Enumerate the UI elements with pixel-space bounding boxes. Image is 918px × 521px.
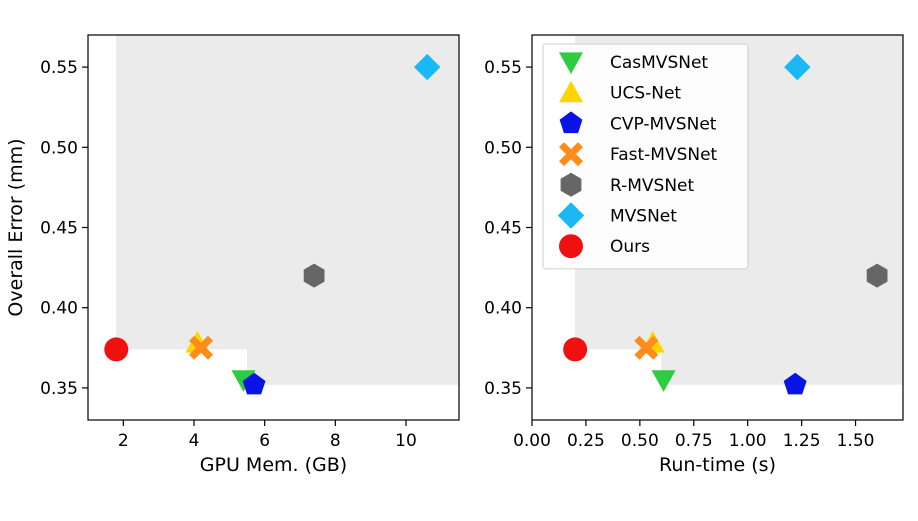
legend-label: CVP-MVSNet bbox=[610, 114, 717, 134]
x-tick-label: 2 bbox=[118, 431, 129, 451]
legend-item: R-MVSNet bbox=[560, 172, 695, 197]
legend-item: Ours bbox=[559, 234, 650, 259]
legend-label: UCS-Net bbox=[610, 84, 681, 104]
y-tick-label: 0.55 bbox=[484, 58, 522, 78]
legend-label: Fast-MVSNet bbox=[610, 145, 718, 165]
point-ours bbox=[104, 337, 129, 362]
point-mvsnet bbox=[414, 53, 441, 81]
dominated-region bbox=[116, 35, 460, 385]
point-cvp-mvsnet bbox=[783, 372, 807, 395]
point-r-mvsnet bbox=[303, 263, 325, 288]
legend-item: Fast-MVSNet bbox=[559, 142, 718, 167]
y-tick-label: 0.50 bbox=[40, 138, 78, 158]
point-cvp-mvsnet bbox=[242, 372, 266, 395]
x-tick-label: 4 bbox=[189, 431, 200, 451]
y-tick-label: 0.50 bbox=[484, 138, 522, 158]
hexagon-icon bbox=[560, 172, 582, 197]
x-tick-label: 1.00 bbox=[729, 431, 767, 451]
legend-item: CVP-MVSNet bbox=[559, 111, 717, 134]
point-ours bbox=[563, 337, 588, 362]
legend-item: CasMVSNet bbox=[559, 52, 708, 74]
y-tick-label: 0.55 bbox=[40, 58, 78, 78]
legend-label: MVSNet bbox=[610, 207, 677, 227]
y-tick-label: 0.45 bbox=[484, 219, 522, 239]
x-tick-label: 8 bbox=[330, 431, 341, 451]
x-tick-label: 10 bbox=[395, 431, 417, 451]
legend-box bbox=[542, 43, 749, 270]
chart-panel-1: 2 4 6 8 10 0.35 0.40 0.45 0.50 0.55 GPU Mem. (GB) O… bbox=[5, 34, 460, 476]
y-axis-title: Overall Error (mm) bbox=[5, 138, 27, 316]
diamond-icon bbox=[557, 202, 585, 229]
triangle-up-icon bbox=[559, 80, 583, 103]
point-casmvsnet bbox=[651, 370, 676, 392]
x-tick-label: 1.25 bbox=[783, 431, 821, 451]
legend: CasMVSNet UCS-Net CVP-MVSNet Fast-MVSNet R-M… bbox=[542, 43, 749, 270]
x-axis-title: GPU Mem. (GB) bbox=[200, 454, 347, 476]
y-tick-label: 0.35 bbox=[40, 379, 78, 399]
x-tick-label: 0.00 bbox=[513, 431, 551, 451]
y-tick-label: 0.40 bbox=[484, 299, 522, 319]
y-tick-label: 0.40 bbox=[40, 299, 78, 319]
x-tick-label: 0.50 bbox=[621, 431, 659, 451]
x-tick-label: 0.75 bbox=[675, 431, 713, 451]
legend-label: CasMVSNet bbox=[610, 53, 708, 73]
x-axis-title: Run-time (s) bbox=[659, 454, 776, 476]
point-fast-mvsnet bbox=[189, 335, 214, 360]
triangle-down-icon bbox=[559, 52, 583, 74]
pentagon-icon bbox=[559, 111, 583, 134]
y-tick-label: 0.35 bbox=[484, 379, 522, 399]
x-tick-label: 0.25 bbox=[567, 431, 605, 451]
legend-item: UCS-Net bbox=[559, 80, 681, 104]
point-r-mvsnet bbox=[866, 263, 888, 288]
x-tick-label: 1.50 bbox=[837, 431, 875, 451]
x-tick-label: 6 bbox=[259, 431, 270, 451]
point-fast-mvsnet bbox=[634, 335, 659, 360]
y-tick-label: 0.45 bbox=[40, 219, 78, 239]
legend-item: MVSNet bbox=[557, 202, 677, 229]
x-cross-icon bbox=[559, 142, 583, 167]
point-mvsnet bbox=[784, 53, 811, 81]
circle-icon bbox=[559, 234, 583, 259]
legend-label: R-MVSNet bbox=[610, 176, 695, 196]
legend-label: Ours bbox=[610, 237, 650, 257]
